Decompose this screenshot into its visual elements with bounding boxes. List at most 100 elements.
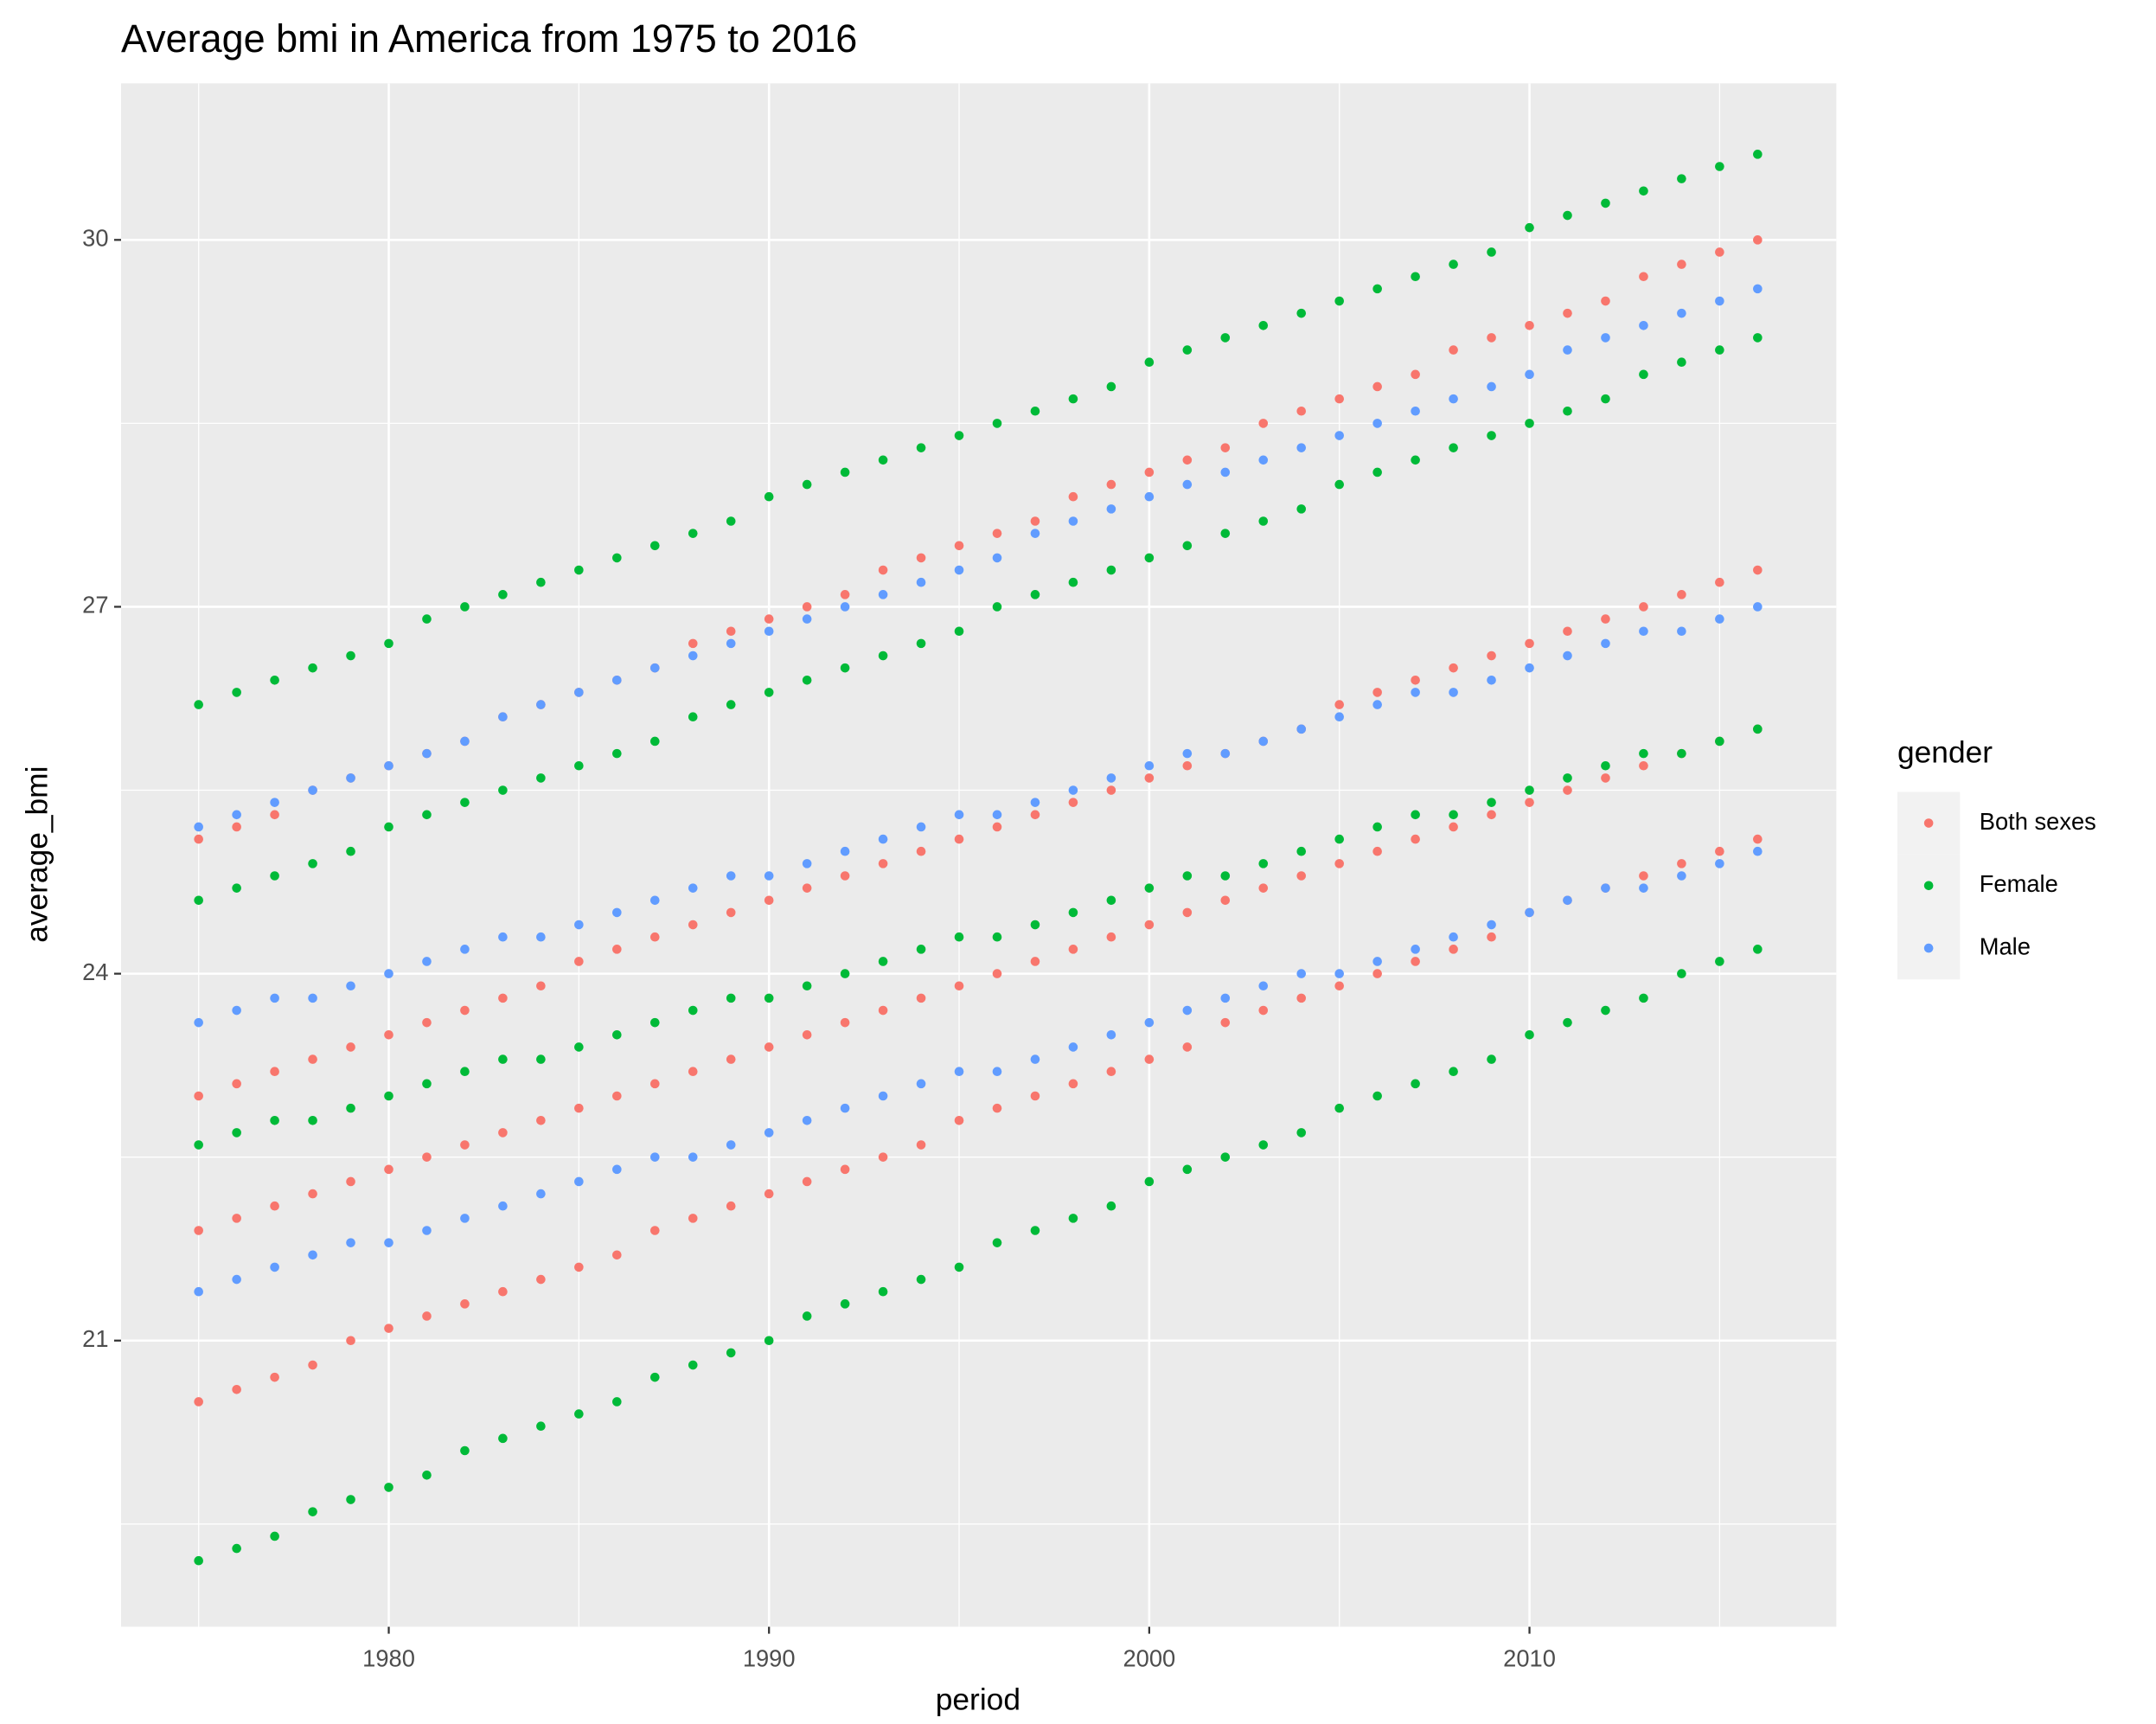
point [1334,1103,1345,1113]
point [270,1531,279,1541]
point [1563,1017,1572,1028]
points [194,150,1763,1566]
point [840,969,850,978]
point [954,810,964,820]
point [1563,785,1572,795]
point [1563,773,1572,783]
point [1296,504,1307,514]
point [1639,272,1648,282]
point [1220,895,1231,906]
point [1182,748,1193,759]
point [1449,394,1458,404]
point [1030,810,1040,820]
point [1411,406,1420,416]
point [1753,724,1763,734]
point [612,553,622,563]
point [194,895,203,906]
point [916,822,926,832]
point [1677,174,1686,183]
point [764,626,774,637]
point [1677,260,1686,269]
point [194,1286,203,1297]
point [1258,1140,1269,1150]
point [1144,920,1155,930]
point [1411,1079,1420,1089]
point [498,1054,508,1064]
point [916,1140,926,1150]
point [726,700,736,709]
point [536,773,546,783]
plot-panel [120,83,1837,1627]
point [1715,296,1724,306]
point [726,1140,736,1150]
point [764,614,774,624]
point [688,1067,698,1077]
point [878,1286,888,1297]
point [232,1128,241,1138]
point [840,1017,850,1028]
y-axis-title: average_bmi [21,766,54,943]
point [1334,296,1345,306]
point [384,1164,393,1175]
point [1677,357,1686,368]
point [649,1226,660,1235]
point [1525,222,1534,233]
point [346,1103,355,1113]
point [1753,834,1763,844]
point [612,945,622,954]
point [1601,198,1610,208]
point [878,651,888,661]
point [1334,834,1345,844]
point [270,1067,279,1077]
point [1106,504,1116,514]
legend-marker [1923,818,1934,828]
point [916,553,926,563]
point [688,883,698,893]
point [1411,834,1420,844]
point [1068,945,1078,954]
point [1525,1030,1534,1040]
point [954,1115,964,1125]
point [1715,162,1724,171]
point [1449,260,1458,269]
point [1487,932,1496,942]
point [1068,577,1078,587]
point [954,626,964,637]
point [460,1067,470,1077]
point [1182,455,1193,465]
point [688,1360,698,1370]
point [194,1226,203,1235]
point [346,651,355,661]
point [992,1238,1002,1247]
point [1220,1152,1231,1162]
point [1030,920,1040,930]
point [688,1152,698,1162]
point [612,1091,622,1101]
point [1182,1042,1193,1052]
point [422,1152,432,1162]
point [1258,455,1269,465]
point [1334,431,1345,440]
point [1030,590,1040,599]
point [1753,945,1763,954]
y-tick-label: 30 [82,225,108,252]
point [1487,798,1496,807]
point [1639,883,1648,893]
point [1487,920,1496,930]
point [384,1483,393,1492]
point [536,1421,546,1432]
point [1601,394,1610,404]
point [1068,394,1078,404]
point [1372,700,1382,709]
point [1106,785,1116,795]
point [1601,296,1610,306]
point [194,1140,203,1150]
point [574,957,584,966]
point [498,1286,508,1297]
point [1753,333,1763,343]
point [612,1250,622,1260]
point [840,663,850,673]
point [612,675,622,685]
point [1220,993,1231,1003]
point [346,1336,355,1346]
